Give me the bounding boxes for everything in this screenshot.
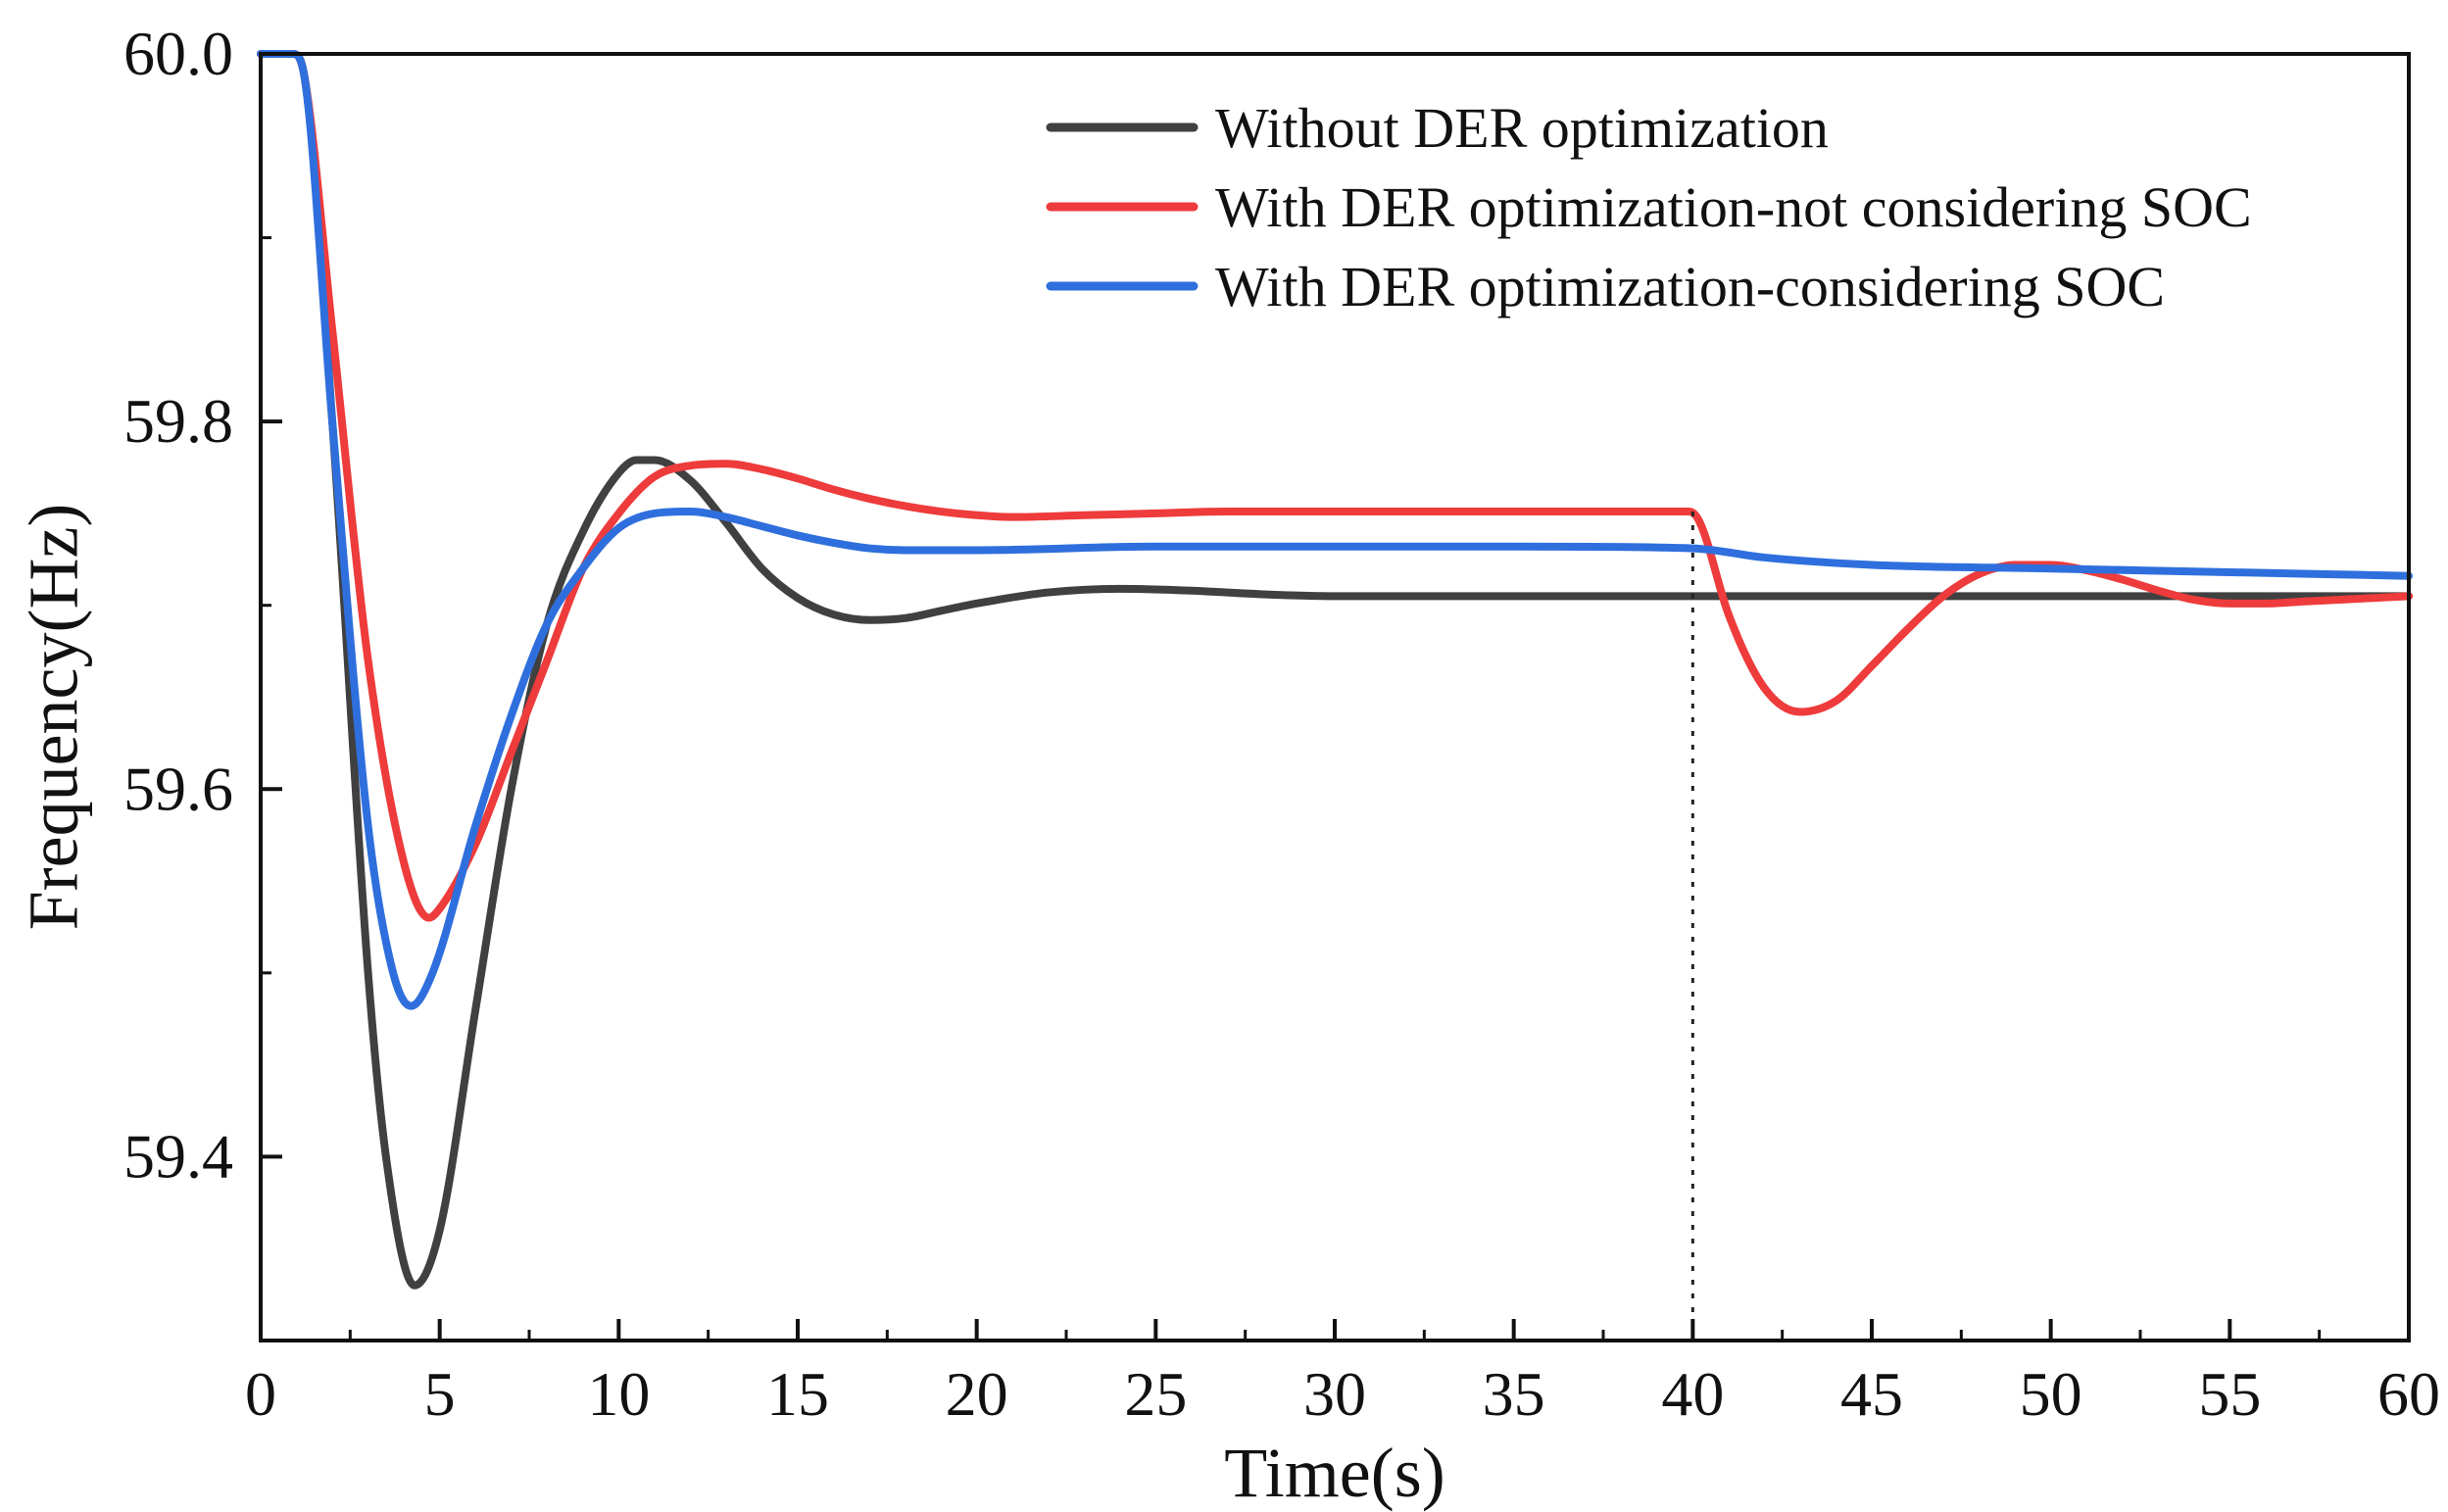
legend-label-without-der: Without DER optimization bbox=[1215, 96, 1829, 160]
y-axis-ticks: 59.4 59.6 59.8 60.0 bbox=[123, 19, 282, 1342]
series-line-considering-soc bbox=[257, 50, 2413, 1010]
x-tick-label: 5 bbox=[424, 1359, 456, 1429]
series-layer bbox=[257, 50, 2413, 1290]
x-tick-label: 0 bbox=[245, 1359, 276, 1429]
x-tick-label: 20 bbox=[946, 1359, 1008, 1429]
x-tick-label: 35 bbox=[1483, 1359, 1545, 1429]
x-tick-label: 60 bbox=[2377, 1359, 2440, 1429]
x-tick-label: 30 bbox=[1303, 1359, 1366, 1429]
x-axis-ticks: 0 5 10 15 20 25 30 35 40 45 50 55 60 bbox=[245, 1319, 2440, 1429]
x-tick-label: 50 bbox=[2020, 1359, 2082, 1429]
y-tick-label: 59.6 bbox=[123, 754, 233, 823]
y-tick-label: 60.0 bbox=[123, 19, 233, 88]
x-tick-label: 25 bbox=[1124, 1359, 1187, 1429]
legend-label-considering-soc: With DER optimization-considering SOC bbox=[1215, 255, 2165, 318]
legend-label-not-considering-soc: With DER optimization-not considering SO… bbox=[1215, 175, 2252, 239]
x-tick-label: 55 bbox=[2198, 1359, 2261, 1429]
y-tick-label: 59.4 bbox=[123, 1121, 233, 1191]
x-axis-title: Time(s) bbox=[1224, 1434, 1444, 1512]
legend: Without DER optimization With DER optimi… bbox=[1046, 96, 2252, 318]
y-axis-title: Frequency(Hz) bbox=[15, 504, 93, 931]
x-tick-label: 10 bbox=[587, 1359, 650, 1429]
x-tick-label: 40 bbox=[1661, 1359, 1724, 1429]
y-tick-label: 59.8 bbox=[123, 386, 233, 456]
x-tick-label: 15 bbox=[766, 1359, 829, 1429]
x-tick-label: 45 bbox=[1840, 1359, 1903, 1429]
